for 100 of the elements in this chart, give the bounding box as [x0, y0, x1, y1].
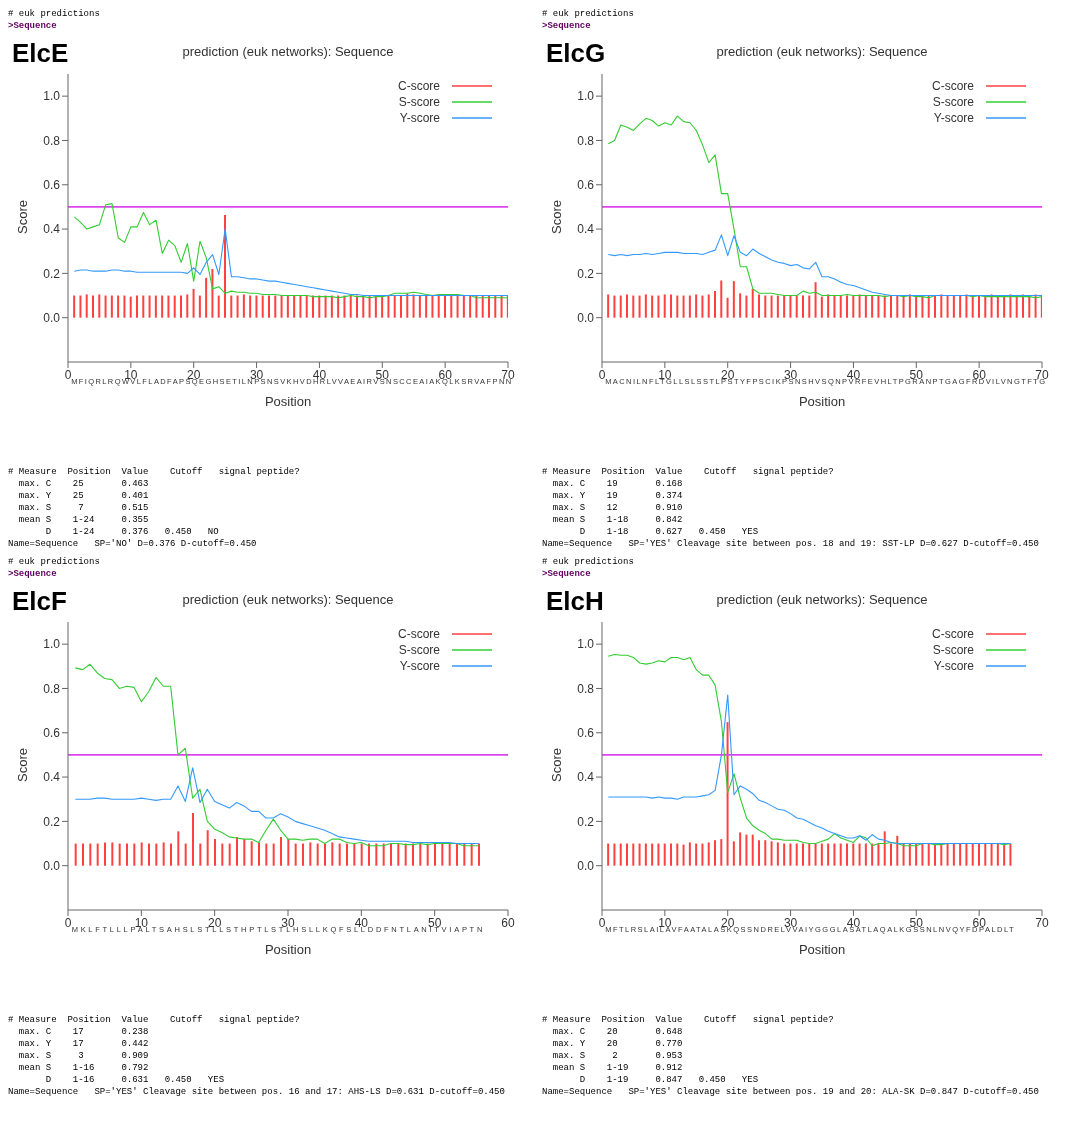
bar [695, 843, 698, 866]
text: max. Y 20 0.770 [551, 1038, 684, 1050]
x-axis-title: Position [798, 394, 846, 409]
y-tick-label: 0.0 [577, 858, 595, 873]
bar [255, 295, 258, 318]
bar [74, 843, 77, 866]
bar [96, 843, 99, 866]
bar [390, 843, 392, 866]
bar [148, 295, 151, 318]
bar [242, 294, 245, 318]
text: # euk predictions [8, 8, 101, 20]
bar [732, 841, 735, 866]
bar [324, 843, 326, 866]
bar [846, 295, 848, 318]
bar [192, 812, 194, 866]
legend-label: S-score [932, 94, 974, 110]
bar [441, 842, 444, 866]
bar [657, 843, 660, 866]
bar [111, 842, 114, 866]
bar [632, 295, 635, 318]
line-series [73, 203, 508, 299]
bar [959, 843, 962, 866]
bar [199, 843, 202, 866]
bar [789, 295, 792, 318]
bar [133, 843, 136, 866]
bar [996, 843, 999, 866]
bar [795, 843, 798, 866]
bar [795, 295, 798, 318]
bar [927, 843, 930, 866]
bar [940, 294, 943, 318]
bar [883, 831, 886, 866]
bar [375, 843, 378, 866]
bar [846, 843, 848, 866]
bar [167, 295, 170, 318]
text: mean S 1-24 0.355 [17, 514, 150, 526]
bar [82, 843, 84, 866]
legend-label: Y-score [933, 110, 974, 126]
x-axis-title: Position [264, 394, 312, 409]
bar [500, 295, 503, 318]
bar [644, 843, 647, 866]
bar [663, 294, 666, 318]
bar [494, 295, 497, 318]
bar [670, 843, 672, 866]
bar [126, 843, 128, 866]
bar [789, 843, 792, 866]
bar [302, 843, 304, 866]
bar [959, 295, 962, 318]
bar [701, 843, 704, 866]
bar [890, 295, 892, 318]
bar [764, 840, 767, 866]
bar [952, 295, 955, 318]
bar [198, 295, 201, 318]
bar [613, 843, 616, 866]
y-tick-label: 0.4 [43, 222, 61, 237]
text: mean S 1-16 0.792 [17, 1062, 150, 1074]
bar [682, 295, 685, 318]
bar [110, 295, 113, 318]
y-tick-label: 0.4 [577, 222, 595, 237]
bar [400, 295, 402, 318]
text: max. Y 17 0.442 [17, 1038, 150, 1050]
y-tick-label: 0.8 [43, 681, 61, 696]
bar [161, 295, 164, 318]
bar [726, 297, 729, 318]
text: Name=Sequence SP='YES' Cleavage site between pos. 19 and 20: ALA-SK D=0.847 D-cutoff=0.450 [542, 1086, 1040, 1098]
bar [814, 282, 817, 318]
bar [1034, 294, 1037, 318]
bar [470, 843, 473, 866]
bar [638, 295, 641, 318]
text: >Sequence [542, 568, 592, 580]
text: # Measure Position Value Cutoff signal peptide? [8, 466, 301, 478]
legend-label: S-score [398, 94, 440, 110]
bar [155, 843, 158, 866]
y-tick-label: 0.2 [43, 814, 61, 829]
y-tick-label: 0.8 [577, 681, 595, 696]
text: # Measure Position Value Cutoff signal peptide? [8, 1014, 301, 1026]
bar [921, 843, 924, 866]
bar [934, 843, 936, 866]
bar [783, 295, 786, 318]
bar [456, 843, 458, 866]
x-tick-label: 0 [64, 367, 72, 382]
bar [118, 843, 121, 866]
y-axis-title: Score [548, 748, 564, 782]
bar [632, 843, 635, 866]
bar [808, 843, 811, 866]
bar [864, 843, 867, 866]
chart-title: prediction (euk networks): Sequence [182, 592, 394, 607]
bar [478, 843, 480, 866]
bar [714, 840, 716, 866]
legend-label: C-score [931, 78, 974, 94]
chart-title: prediction (euk networks): Sequence [716, 44, 928, 59]
legend-label: S-score [398, 642, 440, 658]
bar [802, 295, 804, 318]
text: # Measure Position Value Cutoff signal peptide? [542, 1014, 835, 1026]
bar [419, 843, 422, 866]
x-tick-label: 0 [598, 915, 606, 930]
text: max. C 25 0.463 [17, 478, 150, 490]
y-tick-label: 0.2 [43, 266, 61, 281]
y-axis-title: Score [548, 200, 564, 234]
bar [921, 295, 924, 318]
bar [353, 843, 356, 866]
